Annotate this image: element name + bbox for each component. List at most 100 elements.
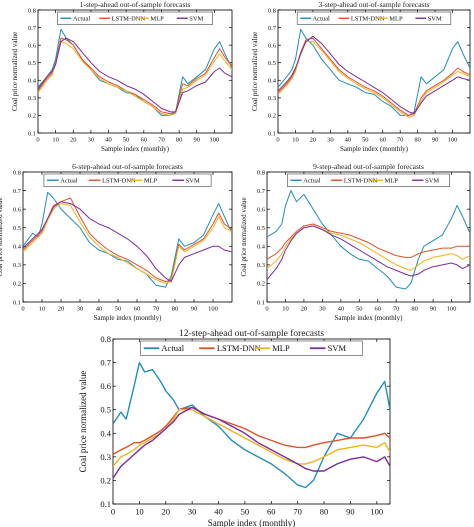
x-axis-label: Sample index (monthly) [340, 145, 409, 153]
x-tick-label: 80 [320, 507, 329, 517]
y-tick-label: 0.1 [28, 130, 36, 137]
legend-entry: Actual [60, 178, 78, 185]
y-tick-label: 0.7 [100, 358, 111, 368]
x-tick-label: 20 [301, 306, 308, 313]
y-tick-label: 0.5 [100, 405, 111, 415]
x-axis-label: Sample index (monthly) [334, 314, 403, 322]
plot-frame [37, 9, 233, 134]
x-tick-label: 40 [96, 306, 103, 313]
x-tick-label: 50 [123, 137, 130, 144]
x-tick-label: 90 [191, 306, 198, 313]
y-tick-label: 0.4 [100, 428, 111, 438]
x-tick-label: 90 [193, 137, 200, 144]
y-tick-label: 0.7 [268, 25, 277, 32]
x-tick-label: 0 [111, 507, 115, 517]
legend-box [286, 173, 450, 187]
y-tick-label: 0.5 [268, 60, 276, 67]
legend-entry: Actual [312, 16, 330, 23]
y-tick-label: 0.5 [28, 60, 36, 67]
x-tick-label: 30 [327, 137, 334, 144]
series-group [278, 28, 470, 118]
chart-panel-1: 1-step-ahead out-of-sample forecasts0.10… [11, 0, 233, 153]
chart-title: 9-step-ahead out-of-sample forecasts [313, 162, 424, 171]
y-tick-label: 0.2 [13, 281, 21, 288]
x-tick-label: 10 [52, 137, 59, 144]
x-tick-label: 80 [176, 137, 183, 144]
x-tick-label: 40 [345, 137, 352, 144]
y-axis-label: Coal price normalized value [0, 197, 4, 276]
x-tick-label: 70 [397, 137, 404, 144]
x-tick-label: 60 [374, 306, 381, 313]
x-tick-label: 40 [214, 507, 223, 517]
series-line-mlp [38, 41, 232, 116]
x-tick-label: 60 [141, 137, 148, 144]
chart-title: 3-step-ahead out-of-sample forecasts [319, 0, 430, 9]
legend-entry: SVM [328, 343, 347, 353]
x-axis-label: Sample index (monthly) [93, 314, 162, 322]
x-tick-label: 70 [293, 507, 302, 517]
y-tick-label: 0.8 [100, 334, 111, 344]
legend-box [43, 173, 212, 187]
series-line-svm [113, 406, 390, 479]
y-tick-label: 0.1 [100, 499, 111, 509]
series-line-mlp [278, 41, 470, 118]
y-tick-label: 0.1 [257, 299, 265, 306]
y-tick-label: 0.5 [13, 225, 21, 232]
y-axis-label: Coal price normalized value [78, 371, 88, 473]
series-line-lstm-dnn [23, 197, 232, 283]
x-tick-label: 20 [70, 137, 77, 144]
series-line-lstm-dnn [278, 37, 470, 116]
x-tick-label: 70 [393, 306, 400, 313]
x-tick-label: 90 [432, 137, 439, 144]
x-tick-label: 80 [172, 306, 179, 313]
x-tick-label: 10 [135, 507, 144, 517]
x-tick-label: 80 [414, 137, 421, 144]
y-tick-label: 0.7 [257, 188, 266, 195]
x-tick-label: 100 [447, 306, 457, 313]
x-tick-label: 0 [265, 306, 268, 313]
x-tick-label: 50 [362, 137, 369, 144]
y-tick-label: 0.8 [28, 7, 36, 14]
series-line-mlp [23, 203, 232, 284]
y-tick-label: 0.8 [13, 169, 21, 176]
x-tick-label: 30 [319, 306, 326, 313]
y-tick-label: 0.6 [100, 381, 111, 391]
x-tick-label: 70 [158, 137, 165, 144]
x-tick-label: 60 [379, 137, 386, 144]
series-line-lstm-dnn [267, 223, 470, 260]
x-tick-label: 100 [448, 137, 458, 144]
legend-entry: Actual [73, 16, 91, 23]
x-axis-label: Sample index (monthly) [208, 518, 296, 527]
legend-entry: Actual [161, 343, 184, 353]
x-tick-label: 50 [241, 507, 250, 517]
legend-entry: SVM [186, 178, 200, 185]
x-tick-label: 20 [310, 137, 317, 144]
y-tick-label: 0.6 [268, 42, 277, 49]
y-tick-label: 0.3 [268, 95, 276, 102]
x-tick-label: 50 [356, 306, 363, 313]
y-tick-label: 0.1 [13, 299, 21, 306]
series-line-actual [23, 191, 232, 288]
x-tick-label: 20 [162, 507, 171, 517]
chart-title: 6-step-ahead out-of-sample forecasts [72, 162, 183, 171]
y-tick-label: 0.4 [13, 244, 22, 251]
series-line-actual [278, 28, 470, 116]
series-line-actual [38, 28, 232, 116]
x-tick-label: 100 [209, 137, 219, 144]
chart-panel-4: 9-step-ahead out-of-sample forecasts0.10… [240, 162, 471, 322]
legend-box [57, 11, 213, 25]
series-line-actual [267, 190, 470, 290]
series-line-svm [38, 37, 232, 113]
y-axis-label: Coal price normalized value [251, 32, 259, 111]
legend-box [140, 340, 363, 356]
x-tick-label: 70 [153, 306, 160, 313]
legend-entry: MLP [389, 16, 403, 23]
y-tick-label: 0.7 [28, 25, 37, 32]
legend-entry: SVM [428, 16, 442, 23]
x-tick-label: 10 [292, 137, 299, 144]
series-group [267, 190, 470, 290]
y-tick-label: 0.5 [257, 225, 265, 232]
y-tick-label: 0.3 [100, 452, 111, 462]
series-line-lstm-dnn [38, 37, 232, 115]
